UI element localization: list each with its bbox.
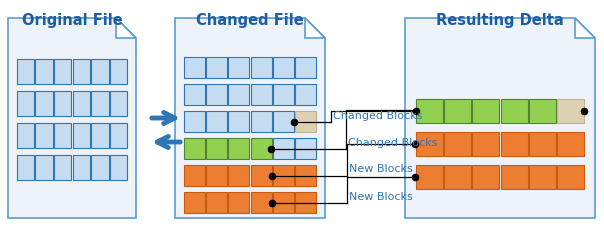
Bar bbox=[295, 111, 316, 132]
Bar bbox=[529, 99, 556, 123]
Bar bbox=[295, 84, 316, 105]
Text: New Blocks: New Blocks bbox=[349, 191, 413, 201]
Bar bbox=[91, 59, 109, 84]
Bar bbox=[501, 165, 528, 189]
Polygon shape bbox=[405, 18, 595, 218]
Text: Resulting Delta: Resulting Delta bbox=[436, 13, 564, 28]
Bar bbox=[273, 192, 294, 213]
Bar bbox=[36, 123, 53, 148]
Bar bbox=[273, 111, 294, 132]
Bar bbox=[557, 99, 584, 123]
Bar bbox=[17, 155, 34, 180]
Bar bbox=[72, 123, 90, 148]
Bar bbox=[110, 123, 127, 148]
Bar bbox=[529, 165, 556, 189]
Bar bbox=[228, 138, 249, 159]
Bar bbox=[228, 192, 249, 213]
Bar bbox=[444, 132, 471, 156]
Bar bbox=[72, 155, 90, 180]
Bar bbox=[251, 192, 272, 213]
Bar bbox=[72, 91, 90, 116]
Bar bbox=[251, 57, 272, 78]
Bar bbox=[17, 91, 34, 116]
Bar bbox=[54, 59, 71, 84]
Bar bbox=[54, 155, 71, 180]
Bar bbox=[110, 91, 127, 116]
Bar bbox=[416, 165, 443, 189]
Bar bbox=[529, 132, 556, 156]
Bar bbox=[72, 59, 90, 84]
Bar bbox=[273, 84, 294, 105]
Polygon shape bbox=[175, 18, 325, 218]
Bar bbox=[295, 57, 316, 78]
Polygon shape bbox=[305, 18, 325, 38]
Bar bbox=[295, 192, 316, 213]
Text: Original File: Original File bbox=[22, 13, 123, 28]
Bar bbox=[472, 165, 500, 189]
Bar bbox=[557, 165, 584, 189]
Bar bbox=[206, 165, 227, 186]
Bar bbox=[91, 155, 109, 180]
Polygon shape bbox=[575, 18, 595, 38]
Bar bbox=[17, 59, 34, 84]
Bar bbox=[91, 91, 109, 116]
Bar bbox=[184, 111, 205, 132]
Bar bbox=[206, 111, 227, 132]
Bar bbox=[17, 123, 34, 148]
Polygon shape bbox=[116, 18, 136, 38]
Bar bbox=[501, 132, 528, 156]
Bar bbox=[206, 138, 227, 159]
Bar bbox=[110, 155, 127, 180]
Polygon shape bbox=[8, 18, 136, 218]
Bar bbox=[557, 132, 584, 156]
Bar bbox=[184, 57, 205, 78]
Bar bbox=[273, 57, 294, 78]
Bar bbox=[273, 165, 294, 186]
Bar bbox=[36, 91, 53, 116]
Text: Changed Blocks: Changed Blocks bbox=[348, 137, 437, 147]
Bar bbox=[416, 99, 443, 123]
Bar bbox=[251, 84, 272, 105]
Bar bbox=[54, 91, 71, 116]
Bar bbox=[184, 165, 205, 186]
Bar bbox=[251, 111, 272, 132]
Bar bbox=[472, 132, 500, 156]
Bar bbox=[228, 165, 249, 186]
Text: Changed File: Changed File bbox=[196, 13, 304, 28]
Bar bbox=[110, 59, 127, 84]
Bar bbox=[184, 138, 205, 159]
Text: New Blocks: New Blocks bbox=[349, 164, 413, 174]
Bar bbox=[444, 165, 471, 189]
Bar bbox=[206, 84, 227, 105]
Bar bbox=[228, 111, 249, 132]
Bar bbox=[206, 57, 227, 78]
Bar bbox=[472, 99, 500, 123]
Bar bbox=[36, 155, 53, 180]
Bar bbox=[36, 59, 53, 84]
Text: Changed Blocks: Changed Blocks bbox=[333, 110, 422, 120]
Bar bbox=[295, 165, 316, 186]
Bar bbox=[251, 138, 272, 159]
Bar bbox=[91, 123, 109, 148]
Bar bbox=[228, 57, 249, 78]
Bar bbox=[184, 192, 205, 213]
Bar bbox=[295, 138, 316, 159]
Bar bbox=[251, 165, 272, 186]
Bar bbox=[444, 99, 471, 123]
Bar bbox=[54, 123, 71, 148]
Bar bbox=[228, 84, 249, 105]
Bar bbox=[206, 192, 227, 213]
Bar bbox=[184, 84, 205, 105]
Bar bbox=[416, 132, 443, 156]
Bar bbox=[501, 99, 528, 123]
Bar bbox=[273, 138, 294, 159]
